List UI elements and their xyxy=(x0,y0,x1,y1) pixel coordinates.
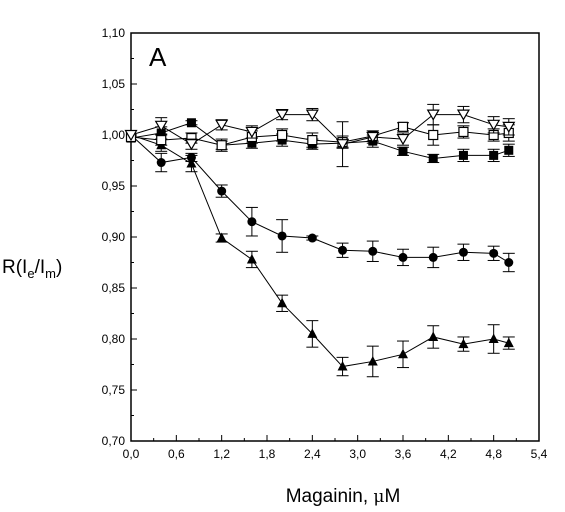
x-axis-title: Magainin, μM xyxy=(286,486,401,507)
data-point-open-triangle-down xyxy=(336,139,350,151)
data-point-filled-circle xyxy=(307,233,317,243)
data-point-open-triangle-down xyxy=(154,120,168,133)
data-point-open-square xyxy=(458,126,469,138)
data-point-filled-circle xyxy=(247,217,257,227)
data-point-filled-square xyxy=(489,150,499,160)
data-point-open-triangle-down xyxy=(396,133,410,146)
data-point-filled-triangle xyxy=(428,331,439,341)
data-point-filled-circle xyxy=(338,245,348,255)
series-line xyxy=(130,122,509,159)
data-point-open-triangle-down xyxy=(366,131,380,144)
series-filled-circle xyxy=(126,130,515,273)
x-tick-label: 0,0 xyxy=(123,447,140,461)
series-open-square xyxy=(125,121,515,152)
data-point-filled-square xyxy=(458,150,468,160)
x-tick-label: 5,4 xyxy=(531,447,548,461)
data-point-filled-circle xyxy=(368,246,378,256)
data-point-filled-triangle xyxy=(307,328,318,338)
y-tick-label: 0,80 xyxy=(102,332,126,346)
x-tick-label: 0,6 xyxy=(168,447,185,461)
y-tick-label: 1,05 xyxy=(102,77,126,91)
data-point-filled-triangle xyxy=(367,355,378,366)
data-series xyxy=(124,103,516,378)
data-point-open-triangle-down xyxy=(124,129,138,142)
y-tick-label: 0,95 xyxy=(102,179,126,193)
data-point-filled-circle xyxy=(458,247,468,257)
plot-frame xyxy=(130,32,540,442)
x-tick-label: 4,2 xyxy=(440,447,457,461)
x-tick-label: 1,2 xyxy=(213,447,230,461)
data-point-filled-triangle xyxy=(458,338,469,349)
series-filled-triangle xyxy=(126,129,515,378)
data-point-filled-triangle xyxy=(277,297,288,308)
series-line xyxy=(130,134,509,368)
data-point-filled-circle xyxy=(186,152,196,162)
data-point-filled-square xyxy=(398,146,408,156)
axis-tick-labels: 0,0 0,6 1,2 1,8 2,4 3,0 3,6 4,2 4,8 5,4 0,70 0,75 0,… xyxy=(102,26,548,461)
data-point-open-triangle-down xyxy=(502,121,516,134)
data-point-filled-circle xyxy=(217,186,227,196)
y-tick-label: 0,70 xyxy=(102,434,126,448)
y-tick-label: 0,85 xyxy=(102,281,126,295)
y-tick-label: 1,10 xyxy=(102,26,126,40)
data-point-filled-triangle xyxy=(246,253,257,264)
y-tick-label: 0,75 xyxy=(102,383,126,397)
data-point-filled-circle xyxy=(277,231,287,241)
y-axis-title: R(Ie/Im) xyxy=(2,257,62,281)
data-point-filled-square xyxy=(428,153,438,163)
panel-label: A xyxy=(149,42,167,72)
data-point-open-triangle-down xyxy=(275,109,289,121)
data-point-filled-circle xyxy=(489,248,499,258)
data-point-filled-triangle xyxy=(503,337,514,348)
data-point-open-triangle-down xyxy=(487,119,501,131)
data-point-open-square xyxy=(216,140,227,151)
data-point-filled-square xyxy=(186,118,196,128)
data-point-filled-square xyxy=(504,145,514,155)
data-point-open-triangle-down xyxy=(245,126,259,139)
data-point-open-square xyxy=(277,129,288,141)
x-tick-label: 3,6 xyxy=(395,447,412,461)
data-point-filled-circle xyxy=(504,258,514,267)
series-line xyxy=(130,134,510,263)
data-point-open-triangle-down xyxy=(215,119,229,131)
x-tick-label: 1,8 xyxy=(259,447,276,461)
x-tick-label: 2,4 xyxy=(304,447,321,461)
data-point-filled-triangle xyxy=(488,333,499,343)
data-point-filled-circle xyxy=(156,158,166,168)
y-tick-label: 0,90 xyxy=(102,230,126,244)
y-tick-label: 1,00 xyxy=(102,128,126,142)
data-point-open-square xyxy=(307,135,318,146)
data-point-filled-triangle xyxy=(216,232,227,243)
axis-ticks xyxy=(130,32,540,442)
data-point-filled-circle xyxy=(428,252,438,262)
data-point-open-square xyxy=(156,135,167,146)
x-tick-label: 3,0 xyxy=(349,447,366,461)
data-point-open-triangle-down xyxy=(184,139,198,151)
data-point-open-triangle-down xyxy=(426,109,440,121)
series-open-triangle-down xyxy=(124,103,516,168)
data-point-filled-triangle xyxy=(186,158,197,168)
data-point-filled-triangle xyxy=(337,361,348,371)
x-tick-label: 4,8 xyxy=(485,447,502,461)
data-point-open-square xyxy=(428,129,439,141)
data-point-open-triangle-down xyxy=(305,109,319,121)
data-point-filled-circle xyxy=(398,252,408,262)
data-point-open-triangle-down xyxy=(456,109,470,121)
data-point-open-square xyxy=(397,121,409,132)
data-point-filled-triangle xyxy=(398,348,408,359)
